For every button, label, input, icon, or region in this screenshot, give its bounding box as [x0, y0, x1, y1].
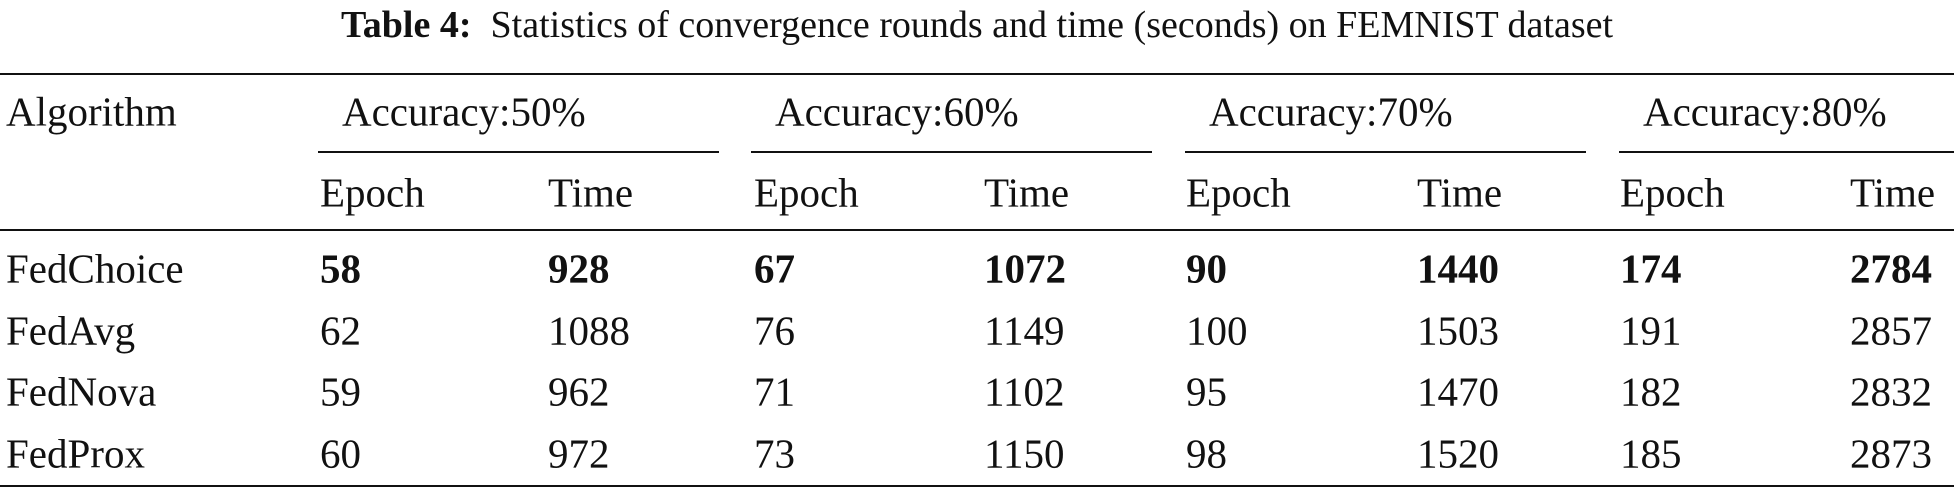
cell: 1102: [984, 368, 1065, 415]
bottom-rule: [0, 485, 1954, 487]
subheader: Epoch: [754, 169, 859, 216]
group-rule: [318, 151, 719, 153]
row-label: FedAvg: [6, 307, 136, 354]
subheader: Time: [548, 169, 634, 216]
cell: 76: [754, 307, 795, 354]
caption-text: Statistics of convergence rounds and tim…: [490, 4, 1614, 46]
cell: 2784: [1850, 245, 1932, 292]
cell: 2832: [1850, 368, 1932, 415]
mid-rule: [0, 229, 1954, 231]
header-cell: Algorithm: [6, 88, 177, 135]
top-rule: [0, 73, 1954, 75]
caption: Table 4: Statistics of convergence round…: [0, 3, 1954, 47]
cell: 100: [1186, 307, 1248, 354]
cell: 2857: [1850, 307, 1932, 354]
cell: 962: [548, 368, 610, 415]
subheader: Time: [1850, 169, 1936, 216]
cell: 174: [1620, 245, 1682, 292]
cell: 182: [1620, 368, 1682, 415]
group-header: Accuracy:70%: [1209, 88, 1453, 135]
group-header: Accuracy:60%: [775, 88, 1019, 135]
cell: 98: [1186, 430, 1227, 477]
group-header: Accuracy:50%: [342, 88, 586, 135]
cell: 972: [548, 430, 610, 477]
cell: 191: [1620, 307, 1682, 354]
cell: 1440: [1417, 245, 1499, 292]
row-label: FedProx: [6, 430, 145, 477]
cell: 185: [1620, 430, 1682, 477]
cell: 1503: [1417, 307, 1499, 354]
subheader: Time: [984, 169, 1070, 216]
group-header: Accuracy:80%: [1643, 88, 1887, 135]
cell: 90: [1186, 245, 1227, 292]
subheader: Time: [1417, 169, 1503, 216]
group-rule: [1619, 151, 1954, 153]
subheader: Epoch: [320, 169, 425, 216]
cell: 67: [754, 245, 795, 292]
caption-label: Table 4:: [340, 4, 472, 46]
cell: 62: [320, 307, 361, 354]
row-label: FedNova: [6, 368, 157, 415]
subheader: Epoch: [1186, 169, 1291, 216]
row-label: FedChoice: [6, 245, 184, 292]
cell: 1520: [1417, 430, 1499, 477]
group-rule: [751, 151, 1152, 153]
cell: 59: [320, 368, 361, 415]
cell: 2873: [1850, 430, 1932, 477]
cell: 1470: [1417, 368, 1499, 415]
subheader: Epoch: [1620, 169, 1725, 216]
cell: 60: [320, 430, 361, 477]
cell: 73: [754, 430, 795, 477]
group-rule: [1185, 151, 1586, 153]
cell: 928: [548, 245, 610, 292]
cell: 1150: [984, 430, 1065, 477]
cell: 95: [1186, 368, 1227, 415]
cell: 58: [320, 245, 361, 292]
cell: 1072: [984, 245, 1066, 292]
cell: 1088: [548, 307, 630, 354]
cell: 71: [754, 368, 795, 415]
cell: 1149: [984, 307, 1065, 354]
